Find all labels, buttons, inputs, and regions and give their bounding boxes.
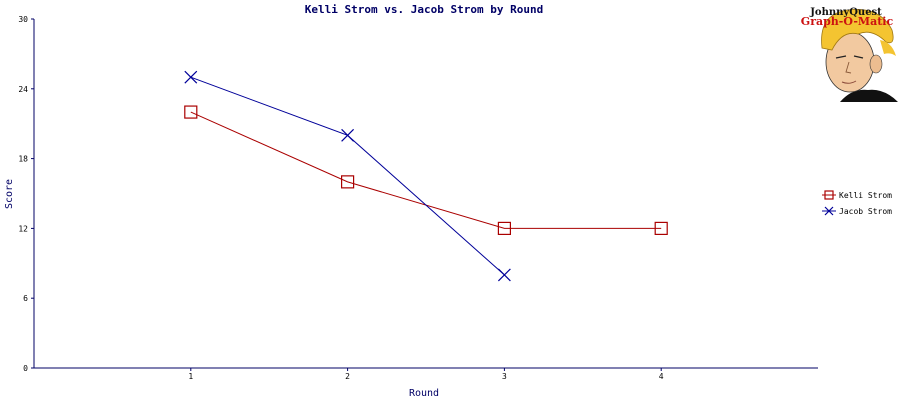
series-jacob-strom <box>184 70 511 282</box>
series-kelli-strom <box>184 105 668 235</box>
legend-label: Kelli Strom <box>839 191 892 200</box>
data-point <box>497 268 511 282</box>
legend-marker <box>824 206 834 216</box>
data-point <box>654 221 668 235</box>
x-tick-label: 3 <box>502 372 507 381</box>
logo-line-1: JohnnyQuest <box>809 7 882 18</box>
x-tick-label: 2 <box>345 372 350 381</box>
data-point <box>341 175 355 189</box>
data-point <box>184 105 198 119</box>
x-tick-label: 1 <box>188 372 193 381</box>
cartoon-boy-face-icon <box>821 9 898 102</box>
series-line <box>190 111 662 229</box>
y-tick-label: 6 <box>23 294 28 303</box>
legend-item[interactable]: Jacob Strom <box>822 206 892 216</box>
legend[interactable]: Kelli Strom Jacob Strom <box>822 190 892 216</box>
x-tick-label: 4 <box>659 372 664 381</box>
chart-title: Kelli Strom vs. Jacob Strom by Round <box>305 3 543 16</box>
logo-line-2: Graph-O-Matic <box>801 15 894 28</box>
y-tick-label: 18 <box>18 155 28 164</box>
y-tick-label: 30 <box>18 15 28 24</box>
data-point <box>497 221 511 235</box>
axes <box>33 19 818 369</box>
legend-marker <box>824 190 834 200</box>
graph-o-matic-logo: JohnnyQuest Graph-O-Matic <box>801 7 898 102</box>
legend-label: Jacob Strom <box>839 207 892 216</box>
series-layer <box>184 70 668 282</box>
y-axis-label: Score <box>4 179 15 209</box>
legend-item[interactable]: Kelli Strom <box>822 190 892 200</box>
y-tick-label: 24 <box>18 85 28 94</box>
x-axis-label: Round <box>409 388 439 399</box>
data-point <box>341 128 355 142</box>
y-tick-label: 0 <box>23 364 28 373</box>
data-point <box>184 70 198 84</box>
y-tick-label: 12 <box>18 224 28 233</box>
